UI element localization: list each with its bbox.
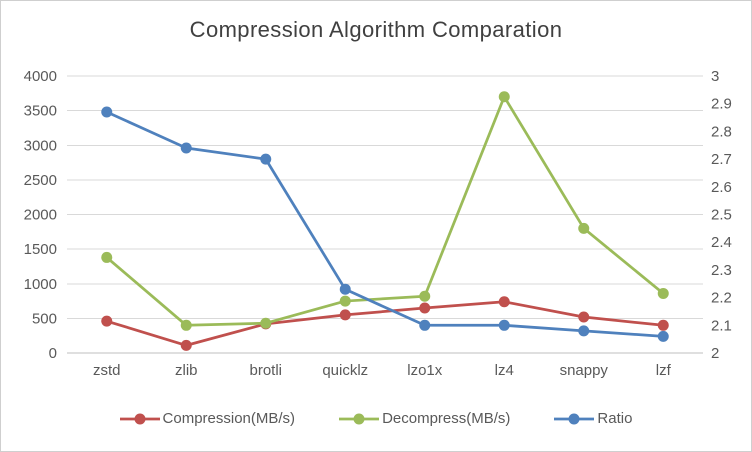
line-marker-icon	[119, 413, 160, 424]
svg-text:2.6: 2.6	[711, 179, 732, 196]
legend-label-compression: Compression(MB/s)	[162, 410, 296, 427]
svg-text:1500: 1500	[24, 241, 57, 258]
svg-text:quicklz: quicklz	[322, 362, 368, 379]
svg-text:500: 500	[32, 310, 57, 327]
line-marker-icon	[339, 413, 380, 424]
legend-label-ratio: Ratio	[597, 410, 633, 427]
svg-text:lzo1x: lzo1x	[407, 362, 443, 379]
svg-text:brotli: brotli	[249, 362, 282, 379]
svg-text:2000: 2000	[24, 207, 57, 224]
svg-text:lzf: lzf	[656, 362, 672, 379]
svg-text:2: 2	[711, 345, 719, 362]
svg-text:2.1: 2.1	[711, 317, 732, 334]
svg-text:2.7: 2.7	[711, 151, 732, 168]
svg-text:snappy: snappy	[560, 362, 609, 379]
legend-item-decompress: Decompress(MB/s)	[339, 410, 510, 427]
line-marker-icon	[554, 413, 595, 424]
svg-text:2.8: 2.8	[711, 123, 732, 140]
svg-text:2.4: 2.4	[711, 234, 732, 251]
svg-text:0: 0	[49, 345, 57, 362]
legend-item-ratio: Ratio	[554, 410, 632, 427]
svg-text:2500: 2500	[24, 172, 57, 189]
svg-text:2.3: 2.3	[711, 262, 732, 279]
chart-legend: Compression(MB/s) Decompress(MB/s) Ratio	[1, 410, 751, 427]
svg-text:2.9: 2.9	[711, 96, 732, 113]
legend-item-compression: Compression(MB/s)	[119, 410, 296, 427]
chart-title: Compression Algorithm Comparation	[189, 17, 563, 42]
legend-label-decompress: Decompress(MB/s)	[382, 410, 511, 427]
svg-text:1000: 1000	[24, 276, 57, 293]
svg-text:3000: 3000	[24, 137, 57, 154]
svg-text:2.5: 2.5	[711, 207, 732, 224]
svg-text:4000: 4000	[24, 68, 57, 85]
svg-text:3500: 3500	[24, 103, 57, 120]
svg-text:zstd: zstd	[93, 362, 121, 379]
svg-text:3: 3	[711, 68, 719, 85]
svg-text:zlib: zlib	[175, 362, 198, 379]
svg-text:2.2: 2.2	[711, 290, 732, 307]
svg-text:lz4: lz4	[495, 362, 514, 379]
